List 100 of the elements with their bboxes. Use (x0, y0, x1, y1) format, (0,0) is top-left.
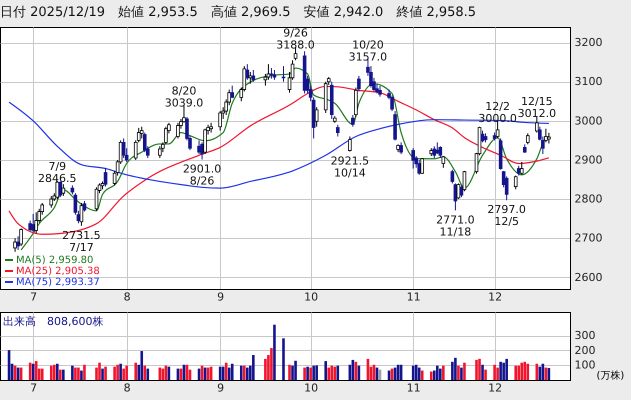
bar (83, 364, 86, 380)
bar (113, 366, 116, 380)
bar (463, 362, 466, 380)
candlestick (520, 161, 524, 176)
x-tick-label: 12 (488, 290, 502, 304)
candlestick (432, 146, 436, 158)
bar (98, 362, 101, 380)
candlestick (62, 184, 66, 196)
bar (372, 364, 376, 380)
bar (264, 358, 267, 380)
bar (412, 366, 414, 380)
bar (544, 368, 548, 380)
x-tick-label: 7 (30, 382, 38, 394)
candlestick (399, 142, 403, 155)
bar (28, 362, 32, 380)
bar (309, 368, 312, 380)
candlestick (209, 122, 213, 134)
candlestick (314, 106, 318, 128)
bar (200, 366, 204, 380)
bar (548, 368, 550, 380)
bar (186, 364, 188, 380)
bar (358, 366, 360, 380)
candlestick (252, 70, 256, 82)
candlestick (411, 148, 415, 170)
bar (418, 368, 421, 380)
bar (294, 360, 297, 380)
y-tick-label: 3200 (574, 36, 602, 50)
bar (182, 364, 186, 380)
bar (134, 362, 138, 380)
bar (62, 370, 65, 380)
bar (122, 368, 125, 380)
bar (376, 368, 378, 380)
candlestick (34, 212, 38, 234)
bar (496, 368, 499, 380)
bar (180, 368, 182, 380)
bar (315, 365, 318, 380)
bar (538, 366, 542, 380)
bar (454, 358, 457, 380)
legend-label: MA(5) 2,959.80 (16, 255, 94, 266)
bar (288, 364, 291, 380)
bar (168, 366, 170, 380)
bar (162, 368, 164, 380)
x-tick-label: 9 (217, 382, 224, 394)
bar (20, 368, 22, 380)
y-tick-label: 3000 (574, 114, 602, 128)
y-tick-label: 100 (574, 358, 596, 372)
candlestick (49, 195, 54, 208)
bar (484, 370, 487, 380)
candlestick (420, 158, 424, 175)
x-tick-label: 12 (488, 382, 502, 394)
bar (224, 362, 228, 380)
y-tick-label: 2800 (574, 192, 602, 206)
bar (502, 362, 505, 380)
bar (143, 366, 146, 380)
annotation: 2771.0 11/18 (436, 213, 475, 238)
bar (354, 362, 358, 380)
y-tick-label: 2700 (574, 232, 602, 245)
candlestick (514, 175, 518, 190)
chart-title: 日付 2025/12/19 始値 2,953.5 高値 2,969.5 安値 2,942.0 終値 2,958.5 (0, 4, 476, 20)
bar (312, 366, 315, 380)
bar (442, 366, 445, 380)
candlestick (272, 70, 276, 80)
candlestick (351, 114, 355, 128)
y-tick-label: 2600 (574, 270, 602, 284)
bar (390, 368, 394, 380)
candlestick (230, 85, 234, 99)
bar (204, 368, 206, 380)
bar (228, 368, 231, 380)
candlestick (438, 146, 442, 158)
bar (164, 366, 168, 380)
annotation: 10/20 3157.0 (348, 38, 388, 64)
candlestick (270, 68, 274, 80)
bar (32, 364, 34, 380)
candlestick (94, 186, 98, 212)
candlestick (58, 180, 62, 198)
candlestick (122, 138, 126, 158)
bar (104, 366, 107, 380)
candlestick (80, 202, 84, 226)
legend-label: MA(75) 2,993.37 (16, 277, 100, 288)
x-tick-label: 8 (124, 382, 131, 394)
bar (273, 324, 276, 380)
bar (388, 370, 390, 380)
annotation: 2921.5 10/14 (330, 154, 370, 180)
candlestick (336, 124, 340, 137)
candlestick (158, 146, 162, 158)
bar (176, 368, 180, 380)
bar (56, 364, 59, 380)
bar (59, 370, 62, 380)
bar (499, 362, 502, 380)
candlestick (378, 85, 382, 98)
bar (14, 366, 16, 380)
candlestick (203, 128, 207, 155)
x-tick-label: 11 (406, 382, 421, 394)
bar (206, 368, 210, 380)
bar (306, 366, 309, 380)
bar (400, 364, 402, 380)
bar (394, 368, 396, 380)
annotation: 8/20 3039.0 (164, 84, 204, 110)
candlestick (176, 122, 180, 139)
annotation: 2901.0 8/26 (182, 162, 222, 188)
